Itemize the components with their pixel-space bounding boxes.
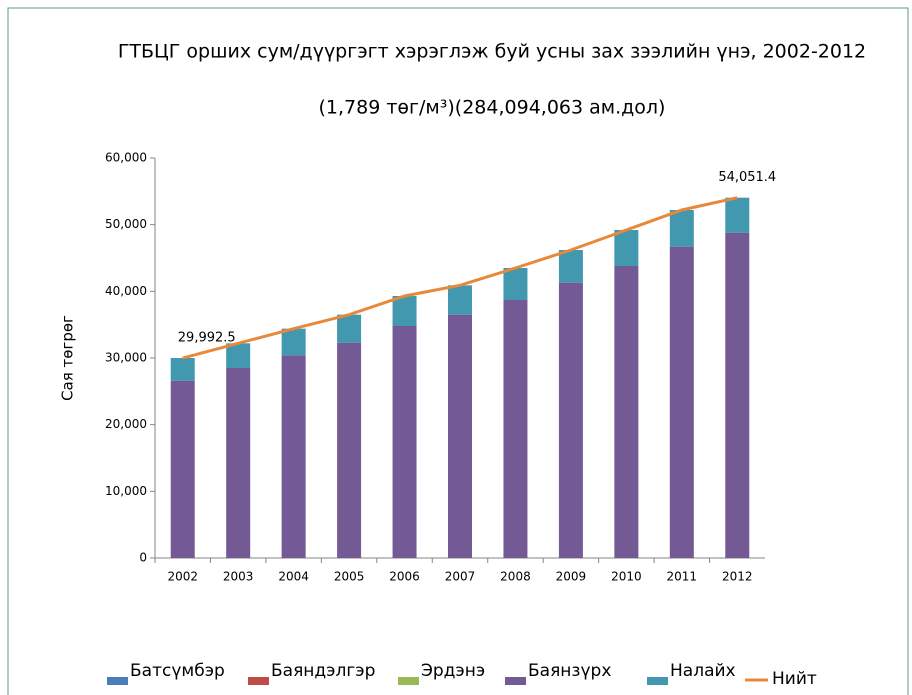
bar-segment bbox=[392, 296, 417, 326]
legend-label: Батсүмбэр bbox=[130, 661, 225, 681]
bar-segment bbox=[614, 230, 639, 266]
y-tick-label: 30,000 bbox=[105, 351, 147, 365]
x-tick-label: 2003 bbox=[223, 570, 254, 584]
bar-segment bbox=[503, 300, 528, 558]
legend-swatch bbox=[647, 677, 668, 685]
legend-swatch bbox=[505, 677, 526, 685]
legend-label: Баяндэлгэр bbox=[271, 661, 375, 681]
bar-segment bbox=[281, 328, 306, 356]
bar-segment bbox=[337, 314, 362, 343]
y-tick-label: 0 bbox=[139, 551, 147, 565]
legend-label: Налайх bbox=[670, 661, 736, 681]
bar-segment bbox=[337, 342, 362, 558]
chart-title: ГТБЦГ орших сум/дүүргэгт хэрэглэж буй ус… bbox=[118, 41, 866, 63]
legend-label: Эрдэнэ bbox=[421, 661, 485, 681]
x-tick-label: 2007 bbox=[445, 570, 476, 584]
x-tick-label: 2006 bbox=[389, 570, 420, 584]
chart-subtitle: (1,789 төг/м³)(284,094,063 ам.дол) bbox=[319, 97, 666, 119]
x-tick-label: 2010 bbox=[611, 570, 642, 584]
x-tick-label: 2002 bbox=[167, 570, 198, 584]
bar-segment bbox=[725, 232, 750, 558]
bar-segment bbox=[448, 285, 472, 315]
bar-segment bbox=[558, 250, 583, 283]
data-label: 54,051.4 bbox=[718, 170, 776, 185]
legend-label: Баянзүрх bbox=[528, 661, 611, 681]
y-tick-label: 40,000 bbox=[105, 284, 147, 298]
data-label: 29,992.5 bbox=[178, 331, 236, 346]
bar-segment bbox=[281, 355, 306, 558]
legend-swatch bbox=[398, 677, 419, 685]
y-tick-label: 60,000 bbox=[105, 151, 147, 165]
x-tick-label: 2005 bbox=[334, 570, 365, 584]
x-tick-label: 2011 bbox=[667, 570, 698, 584]
y-tick-label: 50,000 bbox=[105, 217, 147, 231]
bar-segment bbox=[170, 358, 195, 381]
x-tick-label: 2004 bbox=[278, 570, 309, 584]
frame bbox=[7, 7, 909, 695]
bar-segment bbox=[558, 282, 583, 558]
bar-segment bbox=[170, 380, 195, 558]
x-tick-label: 2009 bbox=[556, 570, 587, 584]
x-tick-label: 2012 bbox=[722, 570, 753, 584]
bar-segment bbox=[614, 266, 639, 558]
bar-segment bbox=[503, 268, 528, 300]
bar-segment bbox=[725, 197, 750, 233]
bar-segment bbox=[448, 314, 472, 558]
legend-label: Нийт bbox=[772, 669, 817, 689]
bar-segment bbox=[226, 343, 251, 368]
bar-segment bbox=[392, 326, 417, 558]
legend-swatch bbox=[107, 677, 128, 685]
y-axis-label: Сая төгрөг bbox=[59, 315, 77, 401]
total-line bbox=[182, 196, 738, 360]
bar-segment bbox=[669, 210, 694, 247]
x-tick-label: 2008 bbox=[500, 570, 531, 584]
y-tick-label: 10,000 bbox=[105, 484, 147, 498]
legend-swatch bbox=[248, 677, 269, 685]
y-tick-label: 20,000 bbox=[105, 417, 147, 431]
bar-segment bbox=[226, 368, 251, 558]
bar-segment bbox=[669, 246, 694, 558]
